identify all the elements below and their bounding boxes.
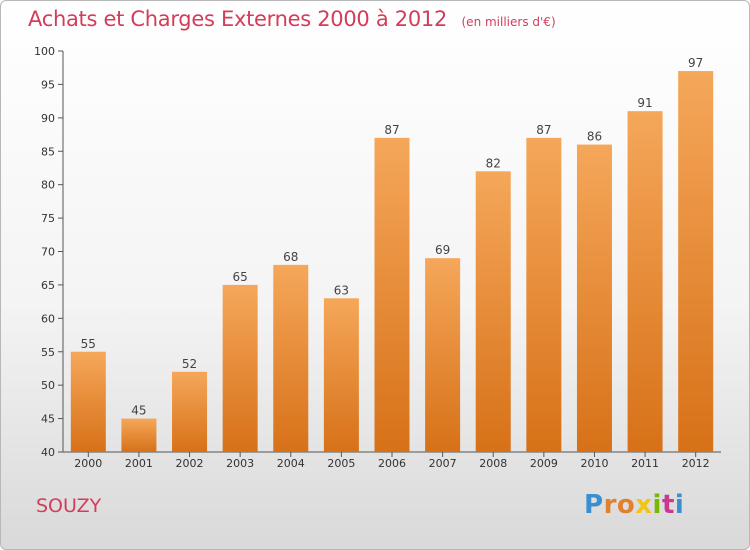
data-label-2000: 55 [81, 337, 96, 351]
data-label-2003: 65 [233, 270, 248, 284]
chart-title: Achats et Charges Externes 2000 à 2012 [28, 7, 448, 31]
commune-name: SOUZY [36, 495, 102, 517]
bar-2004 [273, 264, 309, 452]
x-tick-label: 2009 [530, 457, 558, 470]
x-tick-label: 2003 [226, 457, 254, 470]
chart-labels: 55 45 52 65 68 63 87 69 82 87 86 91 97 [81, 56, 704, 418]
y-tick-label: 40 [41, 446, 55, 459]
x-tick-label: 2001 [125, 457, 153, 470]
y-tick-label: 75 [41, 212, 55, 225]
bar-2007 [425, 258, 461, 452]
bar-2010 [576, 144, 612, 453]
x-tick-label: 2008 [479, 457, 507, 470]
y-tick-label: 45 [41, 413, 55, 426]
x-tick-label: 2010 [580, 457, 608, 470]
x-tick-label: 2004 [277, 457, 305, 470]
y-tick-label: 65 [41, 279, 55, 292]
data-label-2004: 68 [283, 250, 298, 264]
data-label-2010: 86 [587, 130, 602, 144]
y-tick-label: 80 [41, 179, 55, 192]
bar-2011 [627, 111, 663, 453]
bar-2002 [172, 371, 208, 452]
chart-unit: (en milliers d'€) [461, 15, 556, 29]
y-tick-label: 85 [41, 145, 55, 158]
y-tick-label: 55 [41, 346, 55, 359]
bar-2001 [121, 418, 157, 452]
data-label-2006: 87 [384, 123, 399, 137]
x-tick-label: 2011 [631, 457, 659, 470]
bar-2009 [526, 137, 562, 452]
bar-2006 [374, 137, 410, 452]
x-tick-label: 2005 [327, 457, 355, 470]
x-tick-label: 2002 [176, 457, 204, 470]
x-tick-label: 2000 [74, 457, 102, 470]
y-tick-label: 60 [41, 312, 55, 325]
data-label-2012: 97 [688, 56, 703, 70]
chart-axes: 40 45 50 55 60 65 70 75 80 85 90 95 100 2000 2001 2002 2… [34, 45, 721, 470]
y-tick-label: 70 [41, 246, 55, 259]
y-tick-label: 95 [41, 78, 55, 91]
data-label-2008: 82 [486, 156, 501, 170]
chart-bars [70, 71, 714, 453]
proxiti-logo: Proxiti [584, 490, 685, 520]
bar-2012 [678, 71, 714, 453]
x-tick-label: 2007 [429, 457, 457, 470]
x-tick-label: 2006 [378, 457, 406, 470]
data-label-2002: 52 [182, 357, 197, 371]
bar-2003 [222, 284, 258, 452]
y-tick-label: 100 [34, 45, 55, 58]
x-tick-label: 2012 [682, 457, 710, 470]
data-label-2011: 91 [637, 96, 652, 110]
y-tick-label: 50 [41, 379, 55, 392]
bar-2008 [475, 171, 511, 453]
data-label-2001: 45 [131, 404, 146, 418]
bar-2000 [70, 351, 106, 452]
data-label-2009: 87 [536, 123, 551, 137]
chart-header: Achats et Charges Externes 2000 à 2012 (… [28, 7, 556, 31]
data-label-2007: 69 [435, 243, 450, 257]
y-tick-label: 90 [41, 112, 55, 125]
data-label-2005: 63 [334, 283, 349, 297]
bar-2005 [323, 298, 359, 452]
